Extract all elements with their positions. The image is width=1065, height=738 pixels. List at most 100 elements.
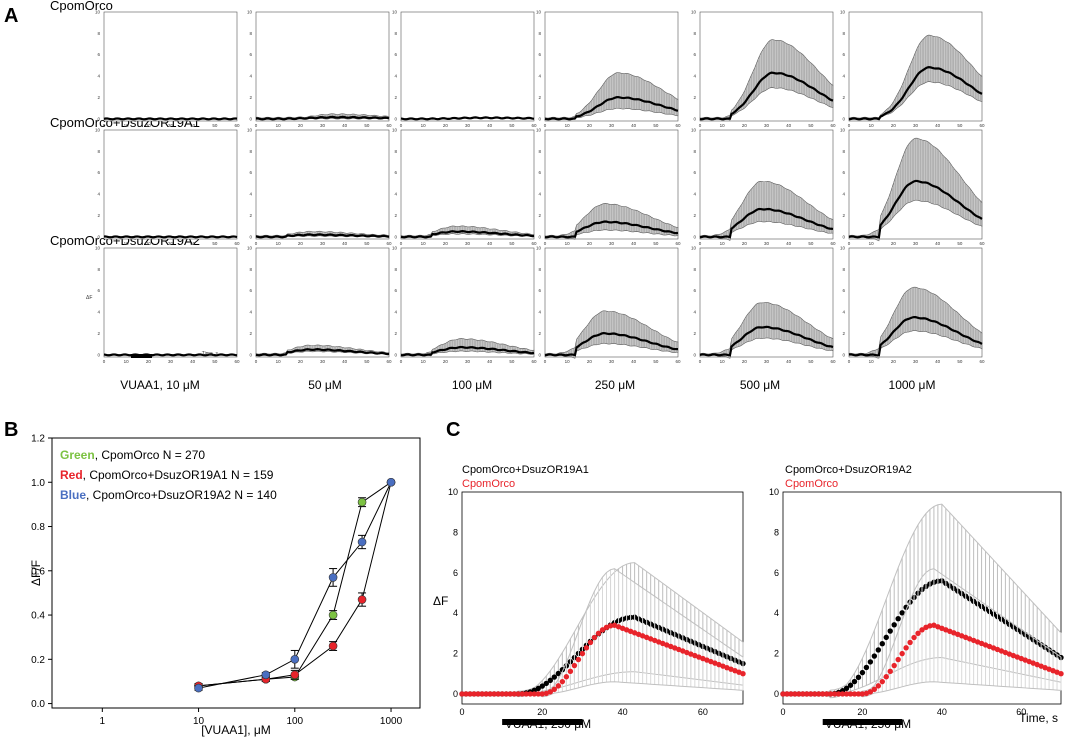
c-y-tick-label: 8 (453, 527, 458, 537)
x-tick-label: 40 (631, 241, 637, 246)
x-tick-label: 20 (146, 359, 152, 364)
c-mean-point (839, 691, 846, 697)
panel-a-subplot: 0 2 4 6 8 10 0 10 20 30 40 50 60 (691, 10, 836, 129)
x-tick-label: 20 (587, 123, 593, 128)
x-tick-label: 0 (544, 359, 547, 364)
b-data-point (357, 537, 367, 547)
b-data-point (290, 670, 300, 680)
y-tick-label: 10 (691, 10, 697, 15)
y-tick-label: 2 (249, 213, 252, 218)
legend-entry-blue: Blue, CpomOrco+DsuzOR19A2 N = 140 (60, 488, 277, 502)
x-tick-label: 60 (675, 241, 681, 246)
b-data-point (357, 497, 367, 507)
b-ylabel: ΔF/F (29, 560, 43, 586)
panel-a-subplot: 0 2 4 6 8 10 0 10 20 30 40 50 60 (536, 10, 681, 129)
y-tick-label: 10 (536, 10, 542, 15)
x-tick-label: 40 (786, 123, 792, 128)
y-tick-label: 0 (394, 116, 397, 121)
y-tick-label: 10 (840, 246, 846, 251)
x-tick-label: 10 (276, 123, 282, 128)
x-tick-label: 20 (443, 123, 449, 128)
x-tick-label: 30 (465, 241, 471, 246)
x-tick-label: 50 (212, 241, 218, 246)
y-tick-label: 8 (538, 149, 541, 154)
x-tick-label: 20 (443, 241, 449, 246)
c-mean-point (503, 691, 509, 697)
conc-label-10: VUAA1, 10 μM (120, 378, 200, 392)
c-mean-point (919, 627, 925, 633)
x-tick-label: 40 (487, 359, 493, 364)
x-tick-label: 60 (979, 359, 985, 364)
c-x-tick-label: 20 (857, 707, 867, 717)
c-y-tick-label: 2 (774, 649, 779, 659)
c-mean-point (879, 678, 885, 685)
x-tick-label: 50 (808, 241, 814, 246)
x-tick-label: 20 (146, 241, 152, 246)
c-y-tick-label: 0 (774, 689, 779, 699)
c-mean-point (507, 691, 513, 697)
x-tick-label: 10 (421, 241, 427, 246)
y-tick-label: 2 (538, 331, 541, 336)
c-mean-point (543, 680, 549, 687)
row-title-1: CpomOrco (50, 0, 113, 13)
panel-b-legend: Green, CpomOrco N = 270 Red, CpomOrco+Ds… (60, 448, 277, 502)
c-mean-point (847, 682, 854, 688)
c-mean-point (579, 650, 586, 657)
y-tick-label: 2 (842, 95, 845, 100)
panel-a-subplot: 0 2 4 6 8 10 0 10 20 30 40 50 60 (840, 246, 985, 365)
y-tick-label: 4 (842, 192, 845, 197)
x-tick-label: 50 (364, 123, 370, 128)
b-data-point (194, 683, 203, 693)
x-tick-label: 50 (212, 123, 218, 128)
c-x-tick-label: 60 (1016, 707, 1026, 717)
y-tick-label: 6 (249, 52, 252, 57)
x-tick-label: 50 (653, 123, 659, 128)
y-tick-label: 8 (97, 149, 100, 154)
c-mean-point (899, 610, 905, 616)
y-tick-label: 0 (538, 352, 541, 357)
y-tick-label: 8 (693, 31, 696, 36)
c-mean-point (571, 662, 578, 669)
c-mean-point (907, 639, 913, 646)
x-tick-label: 60 (386, 241, 392, 246)
x-tick-label: 40 (631, 359, 637, 364)
y-tick-label: 2 (538, 95, 541, 100)
c-y-tick-label: 4 (453, 608, 458, 618)
panel-a-subplot: 0 2 4 6 8 10 0 10 20 30 40 50 60 (840, 128, 985, 247)
x-tick-label: 30 (764, 359, 770, 364)
y-tick-label: 4 (538, 192, 541, 197)
b-xlabel: [VUAA1], μM (201, 723, 271, 737)
x-tick-label: 0 (400, 241, 403, 246)
y-tick-label: 8 (538, 31, 541, 36)
x-tick-label: 40 (786, 359, 792, 364)
subplot-frame (255, 247, 390, 358)
y-tick-label: 0 (842, 352, 845, 357)
b-data-point (328, 573, 338, 582)
c-mean-point (823, 691, 830, 697)
y-tick-label: 0 (538, 234, 541, 239)
c-y-tick-label: 10 (448, 487, 458, 497)
y-tick-label: 2 (249, 95, 252, 100)
x-tick-label: 30 (913, 123, 919, 128)
y-tick-label: 10 (536, 246, 542, 251)
x-tick-label: 50 (509, 359, 515, 364)
c-mean-point (467, 691, 473, 697)
x-tick-label: 60 (386, 359, 392, 364)
c-mean-point (859, 669, 866, 676)
c-mean-point (547, 689, 554, 695)
panel-a-subplot: 0 2 4 6 8 10 0 10 20 30 40 50 60 (392, 246, 537, 365)
c-mean-point (911, 634, 917, 641)
x-tick-label: 20 (891, 241, 897, 246)
b-y-tick-label: 0.0 (31, 699, 45, 710)
panel-a-ylabel: ΔF (86, 295, 92, 301)
c-mean-point (883, 674, 889, 680)
x-tick-label: 0 (544, 123, 547, 128)
c-mean-point (595, 630, 602, 636)
x-tick-label: 10 (124, 359, 130, 364)
x-tick-label: 40 (190, 123, 196, 128)
mean-trace (699, 325, 834, 357)
c-mean-point (539, 691, 545, 697)
y-tick-label: 0 (693, 234, 696, 239)
x-tick-label: 50 (364, 359, 370, 364)
c-mean-point (740, 671, 746, 677)
